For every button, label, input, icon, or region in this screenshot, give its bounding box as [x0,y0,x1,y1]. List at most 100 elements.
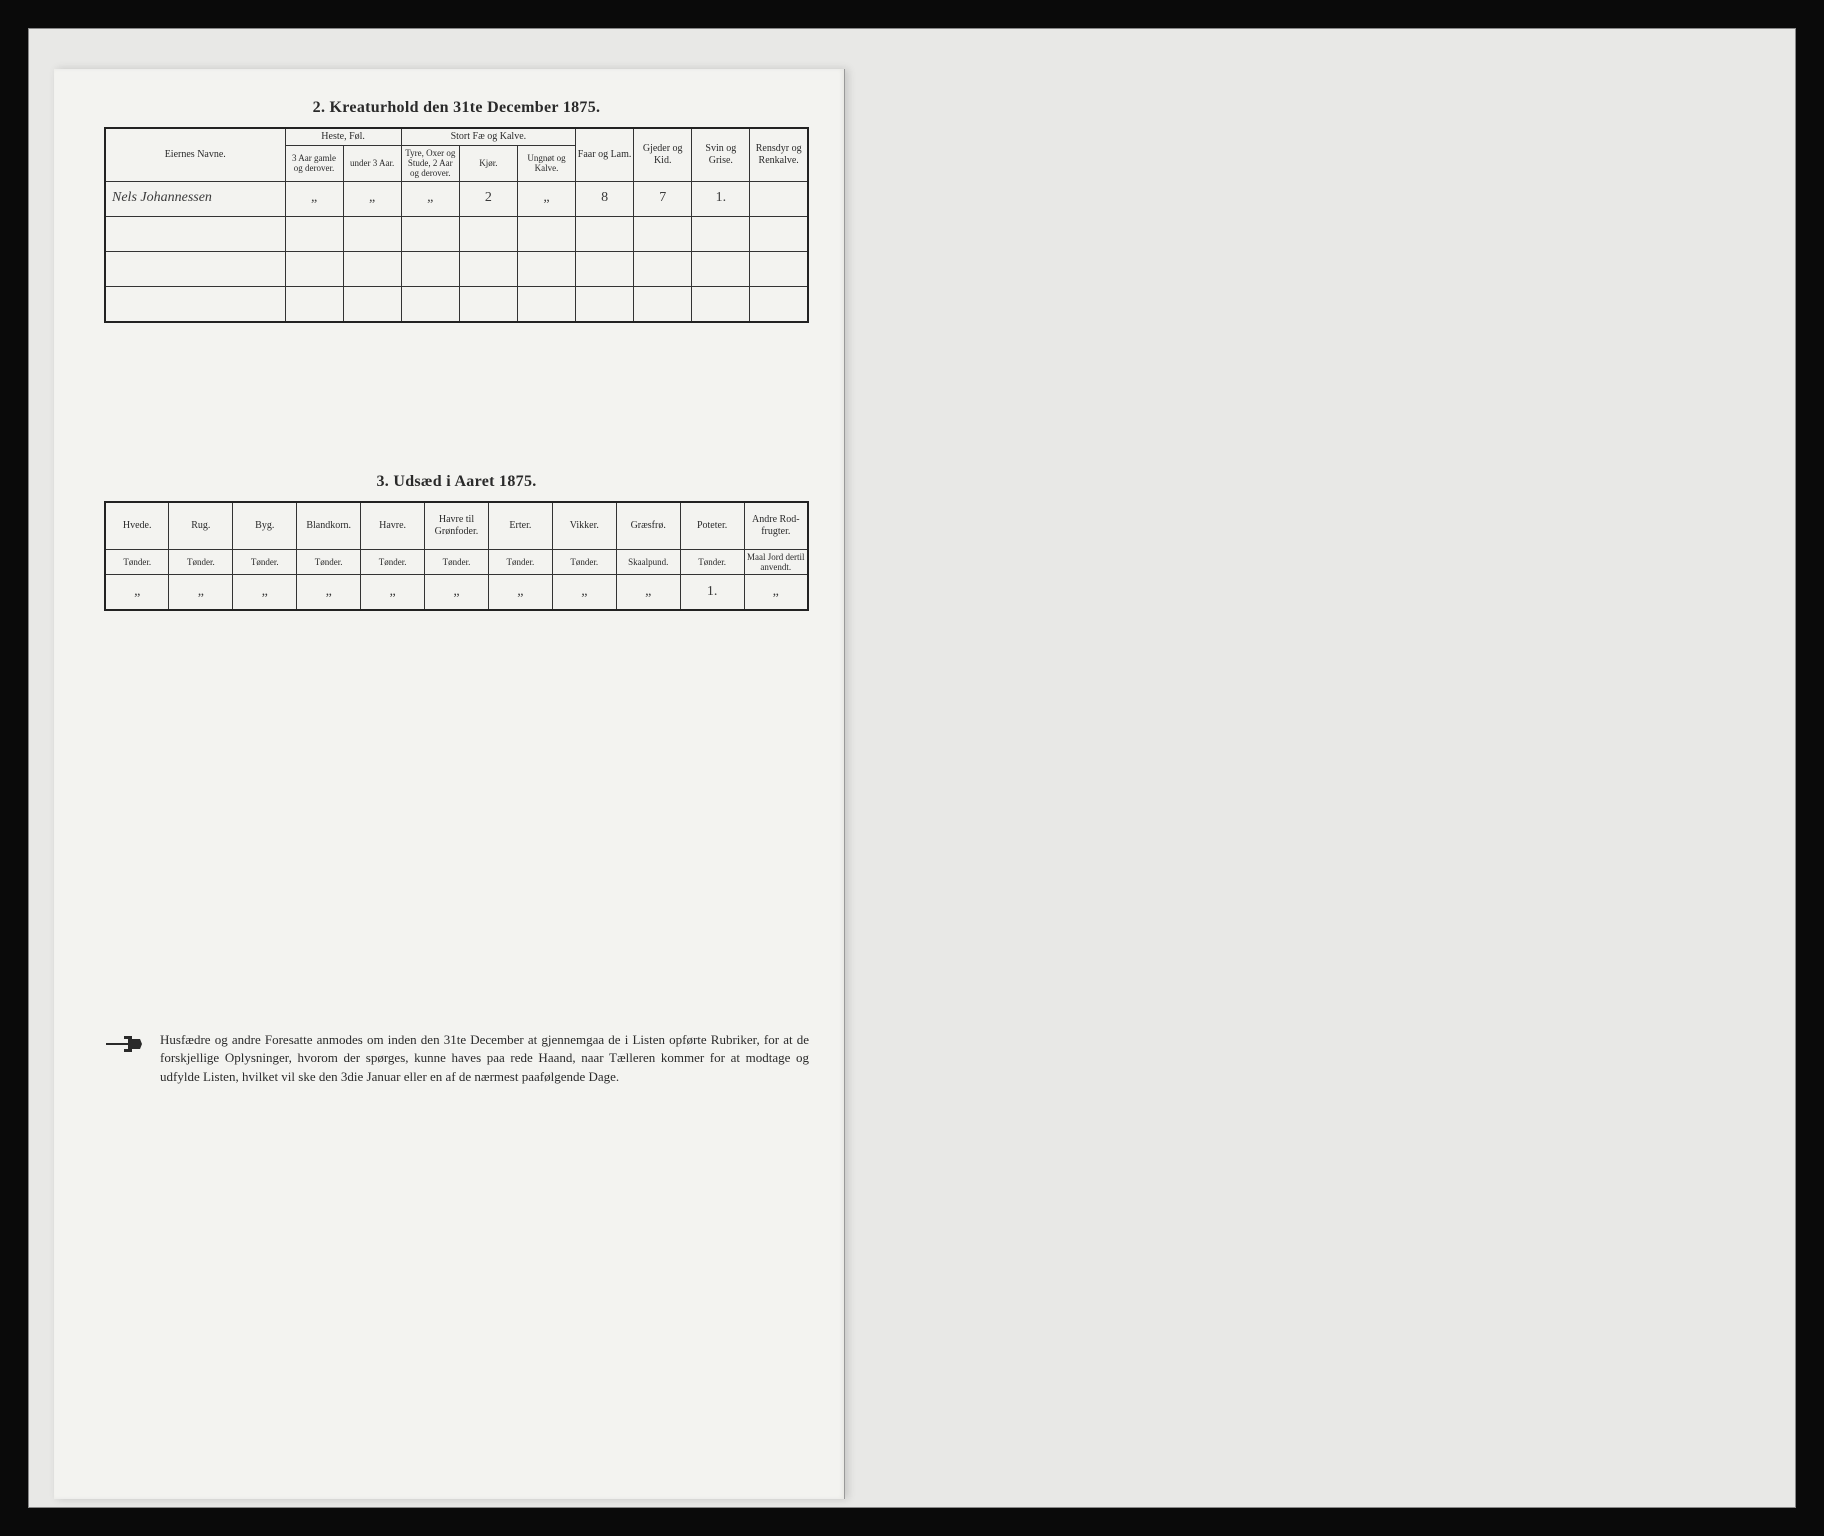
cell: 1. [680,575,744,611]
cell [576,251,634,286]
col-blandkorn: Blandkorn. [297,502,361,550]
table-row: Nels Johannessen „ „ „ 2 „ 8 7 1. [105,181,808,216]
cell: „ [169,575,233,611]
cell: „ [744,575,808,611]
col-fae-c: Ungnøt og Kalve. [517,145,575,181]
sub-graesfro: Skaalpund. [616,549,680,575]
cell [401,216,459,251]
col-fae-group: Stort Fæ og Kalve. [401,128,575,145]
cell: „ [105,575,169,611]
col-heste-group: Heste, Føl. [285,128,401,145]
sub-rug: Tønder. [169,549,233,575]
cell [517,286,575,322]
cell-name [105,216,285,251]
cell [343,286,401,322]
seed-table: Hvede. Rug. Byg. Blandkorn. Havre. Havre… [104,501,809,612]
col-hvede: Hvede. [105,502,169,550]
footer-note: Husfædre og andre Foresatte anmodes om i… [104,1031,809,1086]
col-erter: Erter. [488,502,552,550]
cell [459,216,517,251]
table-row [105,216,808,251]
cell: „ [488,575,552,611]
cell-name: Nels Johannessen [105,181,285,216]
cell [692,286,750,322]
cell: 2 [459,181,517,216]
col-fae-a: Tyre, Oxer og Stude, 2 Aar og derover. [401,145,459,181]
cell: 8 [576,181,634,216]
pointer-hand-icon [104,1033,144,1055]
cell [459,251,517,286]
col-gjeder: Gjeder og Kid. [634,128,692,181]
cell-name [105,251,285,286]
cell [692,251,750,286]
col-rodfrugter: Andre Rod-frugter. [744,502,808,550]
sub-byg: Tønder. [233,549,297,575]
cell [401,286,459,322]
section3-title: 3. Udsæd i Aaret 1875. [104,473,809,491]
section2-title: 2. Kreaturhold den 31te December 1875. [104,99,809,117]
sub-vikker: Tønder. [552,549,616,575]
sub-erter: Tønder. [488,549,552,575]
col-name: Eiernes Navne. [105,128,285,181]
table-row [105,286,808,322]
cell [343,251,401,286]
cell: „ [552,575,616,611]
col-heste-b: under 3 Aar. [343,145,401,181]
cell [750,251,808,286]
cell [285,216,343,251]
cell [692,216,750,251]
sub-blandkorn: Tønder. [297,549,361,575]
cell: „ [616,575,680,611]
livestock-table: Eiernes Navne. Heste, Føl. Stort Fæ og K… [104,127,809,323]
cell [750,216,808,251]
col-poteter: Poteter. [680,502,744,550]
sub-hvede: Tønder. [105,549,169,575]
col-byg: Byg. [233,502,297,550]
cell [343,216,401,251]
cell: „ [361,575,425,611]
sub-havre-gron: Tønder. [425,549,489,575]
scan-background: 2. Kreaturhold den 31te December 1875. E… [28,28,1796,1508]
col-graesfro: Græsfrø. [616,502,680,550]
col-rug: Rug. [169,502,233,550]
sub-havre: Tønder. [361,549,425,575]
cell: „ [343,181,401,216]
page-content: 2. Kreaturhold den 31te December 1875. E… [54,69,844,1106]
cell: „ [233,575,297,611]
cell [401,251,459,286]
col-heste-a: 3 Aar gamle og derover. [285,145,343,181]
cell: „ [285,181,343,216]
cell: „ [297,575,361,611]
spacer [104,323,809,473]
col-svin: Svin og Grise. [692,128,750,181]
col-vikker: Vikker. [552,502,616,550]
cell: 1. [692,181,750,216]
col-rensdyr: Rensdyr og Renkalve. [750,128,808,181]
cell [750,181,808,216]
table-row: „ „ „ „ „ „ „ „ „ 1. „ [105,575,808,611]
cell [750,286,808,322]
col-havre: Havre. [361,502,425,550]
cell: „ [401,181,459,216]
col-fae-b: Kjør. [459,145,517,181]
cell [634,216,692,251]
cell [285,286,343,322]
cell [634,286,692,322]
cell: „ [517,181,575,216]
cell [576,286,634,322]
col-faar: Faar og Lam. [576,128,634,181]
col-havre-gron: Havre til Grønfoder. [425,502,489,550]
cell: 7 [634,181,692,216]
cell [517,216,575,251]
cell [576,216,634,251]
footer-text: Husfædre og andre Foresatte anmodes om i… [160,1031,809,1086]
cell [634,251,692,286]
livestock-tbody: Nels Johannessen „ „ „ 2 „ 8 7 1. [105,181,808,322]
sub-poteter: Tønder. [680,549,744,575]
table-row [105,251,808,286]
document-page: 2. Kreaturhold den 31te December 1875. E… [54,69,845,1499]
cell [285,251,343,286]
cell-name [105,286,285,322]
cell [517,251,575,286]
cell: „ [425,575,489,611]
